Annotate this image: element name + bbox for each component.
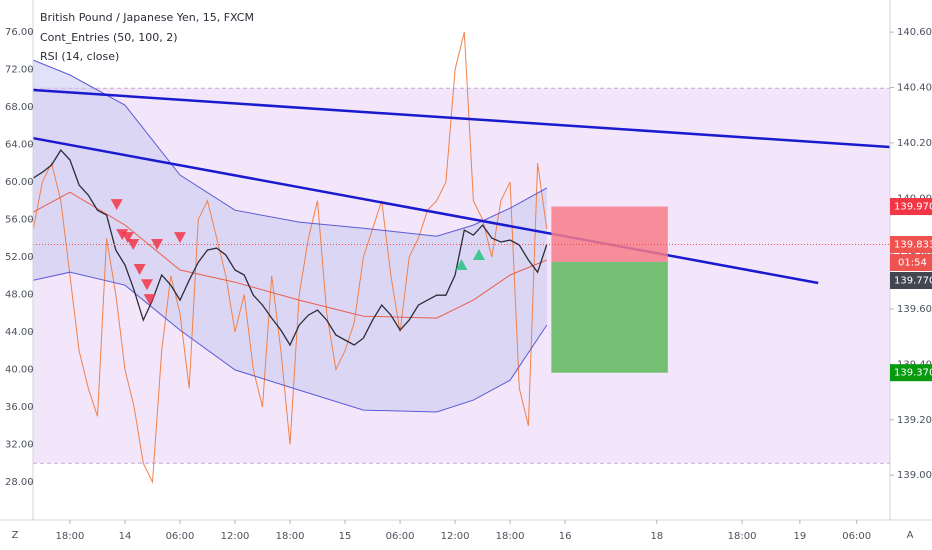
y-tick-label: 72.00 — [5, 64, 34, 75]
indicator-label: RSI (14, close) — [40, 50, 119, 63]
y-tick-label: 68.00 — [5, 102, 34, 113]
price-badge-label: 139.970 — [894, 202, 932, 213]
corner-label: A — [907, 530, 914, 541]
rsi-line — [32, 31, 548, 484]
x-tick-label: 12:00 — [221, 531, 250, 542]
trend-line — [33, 136, 819, 285]
x-tick-label: 18:00 — [496, 531, 525, 542]
y2-tick-label: 140.200 — [897, 138, 932, 149]
band-line — [33, 271, 548, 413]
y-tick-label: 28.00 — [5, 477, 34, 488]
y2-tick-label: 139.200 — [897, 415, 932, 426]
y-tick-label: 52.00 — [5, 252, 34, 263]
x-tick-label: 18:00 — [728, 531, 757, 542]
sell-signal — [151, 239, 164, 251]
y-tick-label: 64.00 — [5, 139, 34, 150]
y2-tick-label: 140.400 — [897, 82, 932, 93]
trend-line — [33, 88, 890, 149]
x-tick-label: 18 — [650, 531, 663, 542]
y-tick-label: 40.00 — [5, 365, 34, 376]
price-badge — [890, 271, 932, 289]
buy-signal — [455, 258, 468, 270]
price-badge — [890, 198, 932, 216]
x-tick-label: 18:00 — [276, 531, 305, 542]
sell-signal — [143, 294, 156, 306]
countdown-label: 01:54 — [898, 257, 927, 268]
y-tick-label: 56.00 — [5, 214, 34, 225]
x-tick-label: 06:00 — [842, 531, 871, 542]
price-line — [32, 149, 548, 347]
x-tick-label: 14 — [119, 531, 132, 542]
x-tick-label: 15 — [339, 531, 352, 542]
buy-signal — [472, 249, 485, 261]
sell-signal — [140, 279, 153, 291]
x-tick-label: 16 — [559, 531, 572, 542]
price-badge-label: 139.370 — [894, 368, 932, 379]
price-badge-label: 139.833 — [894, 239, 932, 250]
x-tick-label: 12:00 — [441, 531, 470, 542]
sell-signal — [133, 263, 146, 275]
y-tick-label: 76.00 — [5, 27, 34, 38]
price-badge — [890, 235, 932, 253]
band-line — [33, 191, 547, 319]
sell-signal — [121, 232, 134, 244]
band-fill — [33, 60, 547, 413]
y2-tick-label: 139.000 — [897, 470, 932, 481]
y-tick-label: 60.00 — [5, 177, 34, 188]
y-tick-label: 48.00 — [5, 290, 34, 301]
countdown-badge — [890, 253, 932, 271]
price-badge-label: 139.770 — [894, 275, 932, 286]
x-tick-label: 06:00 — [386, 531, 415, 542]
price-badge — [890, 364, 932, 382]
sell-signal — [127, 239, 140, 251]
chart-title: British Pound / Japanese Yen, 15, FXCM — [40, 11, 254, 24]
legend: British Pound / Japanese Yen, 15, FXCM Co… — [40, 11, 254, 63]
sell-signal — [173, 232, 186, 244]
x-tick-label: 18:00 — [56, 531, 85, 542]
y2-tick-label: 139.600 — [897, 304, 932, 315]
x-tick-label: 19 — [793, 531, 806, 542]
sell-signal — [110, 199, 123, 211]
target-zone — [551, 261, 668, 373]
y-tick-label: 44.00 — [5, 327, 34, 338]
indicator-label: Cont_Entries (50, 100, 2) — [40, 31, 178, 44]
corner-label: Z — [12, 530, 19, 541]
y2-tick-label: 140.600 — [897, 27, 932, 38]
x-tick-label: 06:00 — [166, 531, 195, 542]
y-tick-label: 36.00 — [5, 402, 34, 413]
y-tick-label: 32.00 — [5, 440, 34, 451]
sell-signal — [116, 229, 129, 241]
stop-zone — [551, 206, 668, 262]
